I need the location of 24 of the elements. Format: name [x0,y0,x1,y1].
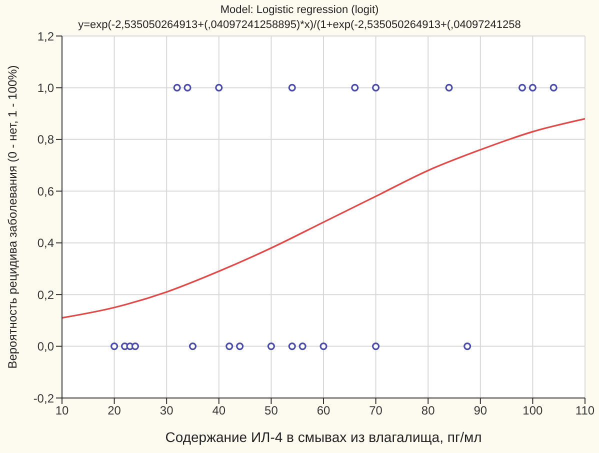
line-series [62,118,585,319]
y-axis-title: Вероятность рецидива заболевания (0 - нет, 1 - 100%) [5,65,20,369]
y-tick-label: 0,8 [37,132,54,147]
x-tick-label: 80 [421,404,436,418]
chart-title: Model: Logistic regression (logit) [219,4,380,16]
x-tick-label: 10 [55,404,69,418]
x-tick-label: 30 [160,404,174,418]
y-tick-label: 0,4 [37,236,54,250]
x-tick-label: 50 [264,404,278,418]
x-tick-label: 90 [474,404,488,418]
x-tick-label: 40 [212,404,226,418]
x-axis-title: Содержание ИЛ-4 в смывах из влагалища, пг/мл [165,429,482,445]
y-tick-label: 0,2 [37,288,54,302]
x-tick-label: 70 [369,404,383,418]
x-tick-label: 60 [316,404,330,418]
x-tick-label: 100 [522,404,544,418]
x-tick-label: 20 [108,404,122,418]
chart-subtitle: y=exp(-2,535050264913+(,04097241258895)*x)/(1+exp(-2,535050264913+(,04097241258 [77,19,522,31]
y-tick-label: -0,2 [33,391,54,406]
y-tick-label: 1,0 [37,80,54,95]
y-tick-label: 0,6 [37,184,54,198]
y-tick-label: 1,2 [37,29,54,44]
x-tick-label: 110 [575,404,595,418]
y-tick-label: 0,0 [37,340,54,354]
